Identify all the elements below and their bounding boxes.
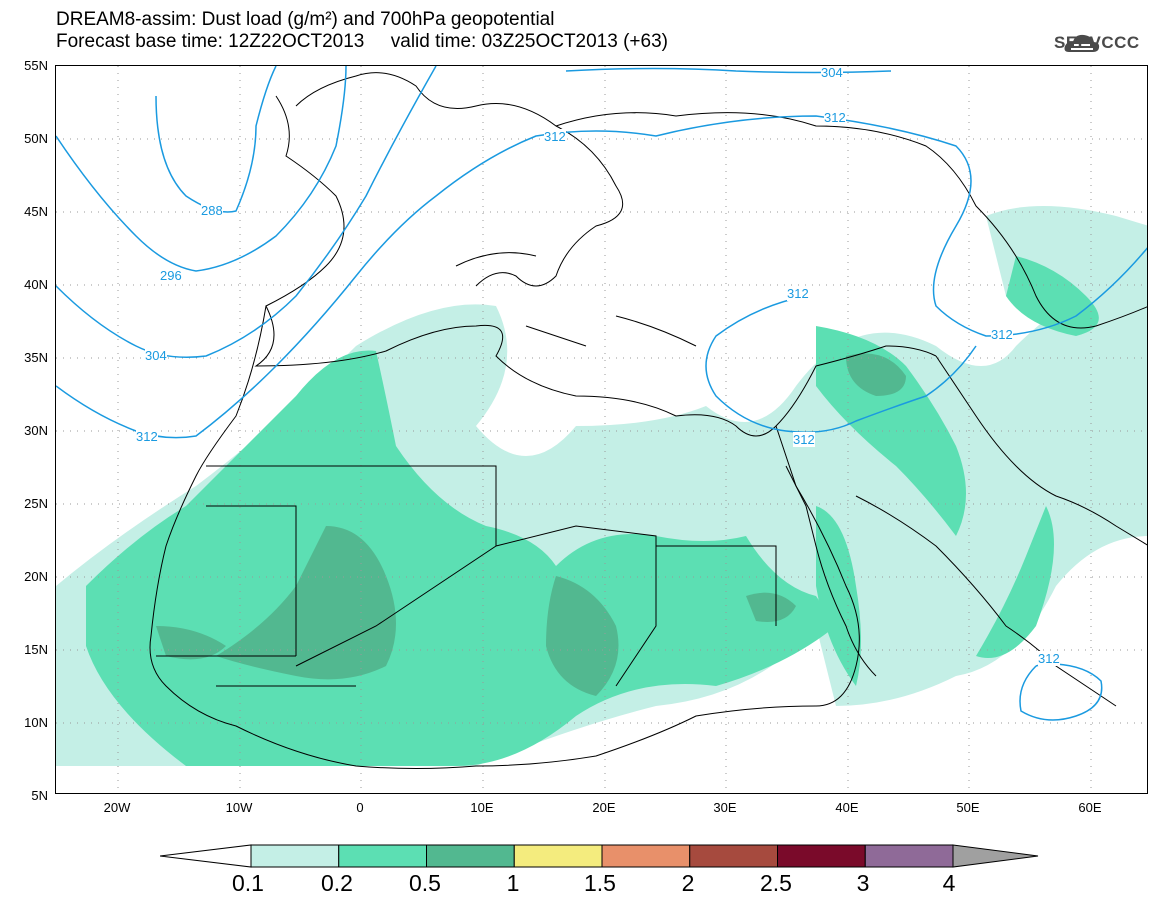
contour-label: 312	[793, 432, 815, 447]
lat-label: 35N	[24, 350, 48, 365]
colorbar-boxes	[250, 844, 954, 868]
colorbar-box	[513, 844, 603, 868]
dust-shading-dark	[156, 353, 906, 696]
colorbar-label: 0.2	[321, 870, 353, 896]
contour-label: 312	[136, 429, 158, 444]
colorbar-box	[338, 844, 427, 868]
seevccc-cloud-logo-icon	[1064, 34, 1100, 52]
colorbar-label: 2	[681, 870, 695, 896]
geopotential-contours	[56, 66, 1147, 721]
lat-label: 20N	[24, 569, 48, 584]
lon-label: 0	[356, 800, 364, 815]
contour-label: 312	[544, 129, 566, 144]
colorbar-box	[250, 844, 340, 868]
contour-label: 304	[145, 348, 167, 363]
contour-label: 304	[821, 65, 843, 80]
colorbar	[160, 844, 1039, 868]
colorbar-label: 1.5	[584, 870, 616, 896]
contour-label: 296	[160, 268, 182, 283]
colorbar-box	[777, 844, 866, 868]
lat-label: 45N	[24, 204, 48, 219]
colorbar-label: 0.1	[232, 870, 264, 896]
colorbar-label: 1	[506, 870, 520, 896]
colorbar-box	[601, 844, 691, 868]
contour-label: 312	[787, 286, 809, 301]
contour-label: 312	[991, 327, 1013, 342]
contour-label: 312	[1038, 651, 1060, 666]
colorbar-label: 4	[942, 870, 956, 896]
colorbar-high-arrow	[952, 844, 1039, 868]
colorbar-box	[689, 844, 778, 868]
lat-label: 10N	[24, 715, 48, 730]
lon-label: 20W	[103, 800, 131, 815]
lat-label: 30N	[24, 423, 48, 438]
lat-label: 40N	[24, 277, 48, 292]
lon-label: 50E	[956, 800, 980, 815]
map-title-line-2: Forecast base time: 12Z22OCT2013 valid t…	[56, 31, 668, 52]
dust-map	[56, 66, 1147, 793]
lon-label: 40E	[835, 800, 859, 815]
lon-label: 10W	[225, 800, 253, 815]
lat-label: 50N	[24, 131, 48, 146]
graticule	[56, 66, 1147, 793]
lon-label: 60E	[1078, 800, 1102, 815]
map-panel: 288 296 304 304 312 312 312 312 312 312 …	[55, 65, 1148, 794]
lon-label: 10E	[470, 800, 494, 815]
lat-label: 55N	[24, 58, 48, 73]
colorbar-low-arrow	[160, 844, 252, 868]
lon-label: 20E	[592, 800, 616, 815]
contour-label: 288	[201, 203, 223, 218]
lat-label: 15N	[24, 642, 48, 657]
colorbar-box	[864, 844, 954, 868]
colorbar-label: 3	[856, 870, 870, 896]
colorbar-box	[426, 844, 515, 868]
map-title-line-1: DREAM8-assim: Dust load (g/m²) and 700hP…	[56, 9, 555, 30]
lat-label: 25N	[24, 496, 48, 511]
seevccc-logo-text: SEEVCCC	[1054, 33, 1140, 52]
colorbar-label: 0.5	[409, 870, 441, 896]
lat-label: 5N	[31, 788, 48, 803]
colorbar-label: 2.5	[760, 870, 792, 896]
lon-label: 30E	[713, 800, 737, 815]
contour-label: 312	[824, 110, 846, 125]
coastlines	[149, 72, 1147, 769]
